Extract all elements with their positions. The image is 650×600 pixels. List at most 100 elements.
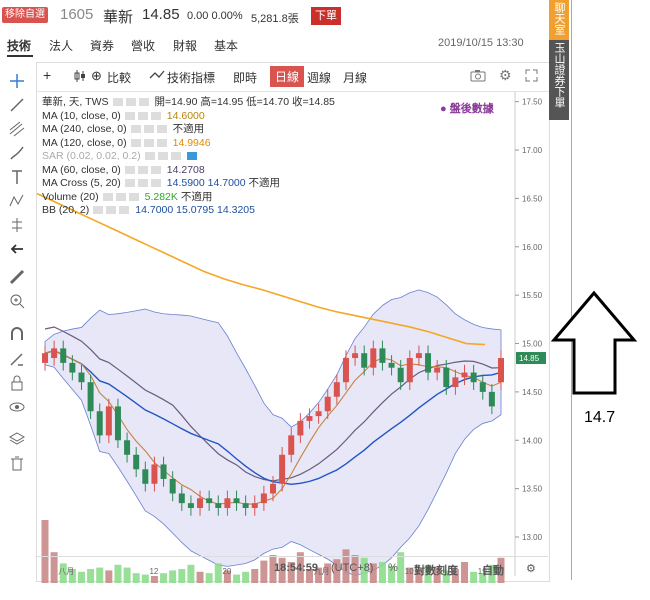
y-tick-label: 15.00 <box>522 340 543 349</box>
tab-technical[interactable]: 技術 <box>7 39 32 53</box>
candle-body <box>178 493 185 504</box>
legend-ma10[interactable]: MA (10, close, 0) <box>42 109 121 122</box>
ma120-line <box>37 192 486 346</box>
back-arrow-icon[interactable] <box>8 240 26 258</box>
price-chart[interactable]: 17.50 17.00 16.50 16.00 15.50 15.00 14.50 14.00… <box>37 92 549 586</box>
lock-icon[interactable] <box>8 374 26 392</box>
y-tick-label: 13.50 <box>522 485 543 494</box>
stock-price: 14.85 <box>142 6 180 23</box>
volume-bar <box>397 552 405 583</box>
tab-institutional[interactable]: 法人 <box>49 39 74 53</box>
volume-bar <box>41 520 49 583</box>
legend-macross[interactable]: MA Cross (5, 20) <box>42 177 121 189</box>
candle-body <box>96 411 103 436</box>
eye-icon[interactable] <box>8 398 26 416</box>
stock-code: 1605 <box>60 6 94 23</box>
compare-icon[interactable]: ⊕ <box>91 68 102 83</box>
volume-bar <box>433 567 441 583</box>
volume-bar <box>187 564 195 583</box>
legend-sar[interactable]: SAR (0.02, 0.02, 0.2) <box>42 150 141 162</box>
candle-body <box>342 358 349 383</box>
legend-ma120[interactable]: MA (120, close, 0) <box>42 136 127 149</box>
candle-style-icon[interactable] <box>73 69 87 86</box>
brush-icon[interactable] <box>8 144 26 162</box>
volume-bar <box>451 569 459 583</box>
percent-toggle[interactable]: % <box>388 562 398 574</box>
tab-basic[interactable]: 基本 <box>214 39 239 53</box>
y-tick-label: 13.00 <box>522 533 543 542</box>
candle-body <box>51 348 58 359</box>
legend-ma240-value: 不適用 <box>172 123 205 135</box>
candle-body <box>114 406 121 441</box>
volume-bar <box>442 570 450 583</box>
crosshair-icon[interactable] <box>8 72 26 90</box>
remove-watchlist-button[interactable]: 移除自選 <box>2 7 48 23</box>
legend-volume[interactable]: Volume (20) <box>42 190 99 203</box>
realtime-button[interactable]: 即時 <box>233 71 258 85</box>
timezone[interactable]: (UTC+8) <box>331 562 374 574</box>
legend-bb[interactable]: BB (20, 2) <box>42 204 90 216</box>
gear-icon[interactable]: ⚙ <box>499 67 512 83</box>
x-tick-label: 九月 <box>314 567 330 576</box>
up-arrow-icon <box>550 290 638 395</box>
eye-toggle-icon[interactable] <box>186 152 197 161</box>
candle-body <box>133 454 140 470</box>
broker-order-tab[interactable]: 玉山證券下單 <box>549 40 569 120</box>
legend-ma240[interactable]: MA (240, close, 0) <box>42 123 127 135</box>
plus-icon[interactable]: + <box>43 67 52 83</box>
magnet-icon[interactable] <box>8 326 26 344</box>
candle-body <box>498 358 504 383</box>
text-icon[interactable] <box>8 168 26 186</box>
volume-bar <box>105 570 113 583</box>
zoom-in-icon[interactable] <box>8 292 26 310</box>
tab-margin[interactable]: 資券 <box>90 39 115 53</box>
candle-body <box>379 348 386 363</box>
legend-ma120-value: 14.9946 <box>172 136 211 149</box>
volume-bar <box>287 562 295 583</box>
volume-bar <box>77 571 85 583</box>
ruler-icon[interactable] <box>8 268 26 286</box>
fullscreen-icon[interactable] <box>525 69 538 85</box>
indicators-button[interactable]: 技術指標 <box>167 71 216 85</box>
indicator-icon[interactable] <box>149 69 165 84</box>
legend-ma60-value: 14.2708 <box>166 163 205 176</box>
weekly-button[interactable]: 週線 <box>307 71 332 85</box>
trash-icon[interactable] <box>8 454 26 472</box>
chart-toolbar: + ⊕ 比較 技術指標 即時 日線 週線 月線 ⚙ <box>37 63 549 92</box>
volume-bar <box>424 564 432 583</box>
log-scale-toggle[interactable]: 對數刻度 <box>414 565 458 577</box>
compare-button[interactable]: 比較 <box>107 71 132 85</box>
monthly-button[interactable]: 月線 <box>343 71 368 85</box>
tab-revenue[interactable]: 營收 <box>131 39 156 53</box>
daily-button[interactable]: 日線 <box>270 66 305 87</box>
y-tick-label: 14.50 <box>522 388 543 397</box>
candle-body <box>242 503 249 508</box>
legend-ohlc: 開=14.90 高=14.95 低=14.70 收=14.85 <box>154 96 335 108</box>
legend-ma60[interactable]: MA (60, close, 0) <box>42 163 121 176</box>
volume-bar <box>233 574 241 583</box>
chart-legend: 華新, 天, TWS 開=14.90 高=14.95 低=14.70 收=14.8… <box>42 96 335 218</box>
auto-scale-toggle[interactable]: 自動 <box>482 565 504 577</box>
settings-icon[interactable]: ⚙ <box>526 563 536 575</box>
volume-bar <box>324 563 332 583</box>
volume-bar <box>68 569 76 583</box>
trendline-icon[interactable] <box>8 96 26 114</box>
y-tick-label: 16.50 <box>522 194 543 203</box>
stock-name: 華新 <box>103 9 134 26</box>
main-tabs: 技術 法人 資券 營收 財報 基本 <box>0 33 548 59</box>
chatroom-tab[interactable]: 聊天室 <box>549 0 569 40</box>
camera-icon[interactable] <box>470 69 486 85</box>
tab-financials[interactable]: 財報 <box>173 39 198 53</box>
measure-icon[interactable] <box>8 216 26 234</box>
pattern-icon[interactable] <box>8 192 26 210</box>
fib-icon[interactable] <box>8 120 26 138</box>
order-button[interactable]: 下單 <box>311 7 341 25</box>
volume-bar <box>132 573 140 583</box>
candle-body <box>288 435 295 455</box>
lock-drawing-icon[interactable] <box>8 350 26 368</box>
candle-body <box>415 353 422 359</box>
last-price-marker <box>516 352 546 365</box>
candle-body <box>224 498 231 508</box>
legend-controls[interactable] <box>112 98 151 107</box>
layers-icon[interactable] <box>8 430 26 448</box>
